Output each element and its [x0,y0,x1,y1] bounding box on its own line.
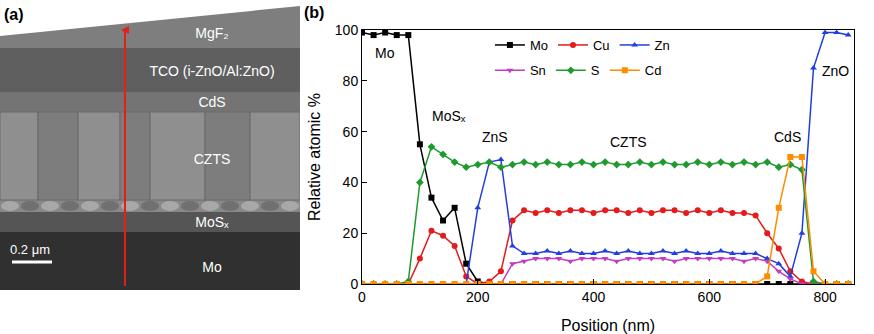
svg-text:ZnO: ZnO [822,63,849,79]
svg-text:100: 100 [335,22,359,38]
svg-text:CdS: CdS [198,94,225,110]
svg-text:S: S [591,63,600,78]
svg-text:0: 0 [350,276,358,292]
svg-text:Zn: Zn [655,38,670,53]
svg-text:20: 20 [343,225,359,241]
svg-text:MgF₂: MgF₂ [195,25,228,41]
svg-text:800: 800 [813,289,837,305]
svg-text:400: 400 [582,289,606,305]
html-text:(b): (b) [304,4,325,21]
svg-text:Cu: Cu [593,38,610,53]
svg-text:200: 200 [466,289,490,305]
svg-text:600: 600 [698,289,722,305]
svg-text:ZnS: ZnS [482,129,508,145]
svg-text:Mo: Mo [375,45,395,61]
svg-text:Mo: Mo [202,259,222,275]
svg-text:Mo: Mo [530,38,548,53]
svg-text:0.2 μm: 0.2 μm [10,242,50,257]
svg-text:CdS: CdS [774,129,801,145]
svg-text:MoSₓ: MoSₓ [432,108,466,124]
svg-text:0: 0 [358,289,366,305]
svg-text:80: 80 [343,73,359,89]
svg-text:Cd: Cd [645,63,662,78]
svg-text:(a): (a) [4,6,24,23]
svg-text:Position (nm): Position (nm) [561,317,655,334]
svg-text:CZTS: CZTS [194,151,231,167]
svg-text:TCO (i-ZnO/Al:ZnO): TCO (i-ZnO/Al:ZnO) [149,63,274,79]
svg-text:Relative atomic %: Relative atomic % [306,93,323,221]
svg-text:60: 60 [343,124,359,140]
svg-text:40: 40 [343,174,359,190]
svg-text:MoSₓ: MoSₓ [195,214,229,230]
svg-text:CZTS: CZTS [610,134,647,150]
svg-text:Sn: Sn [530,63,546,78]
